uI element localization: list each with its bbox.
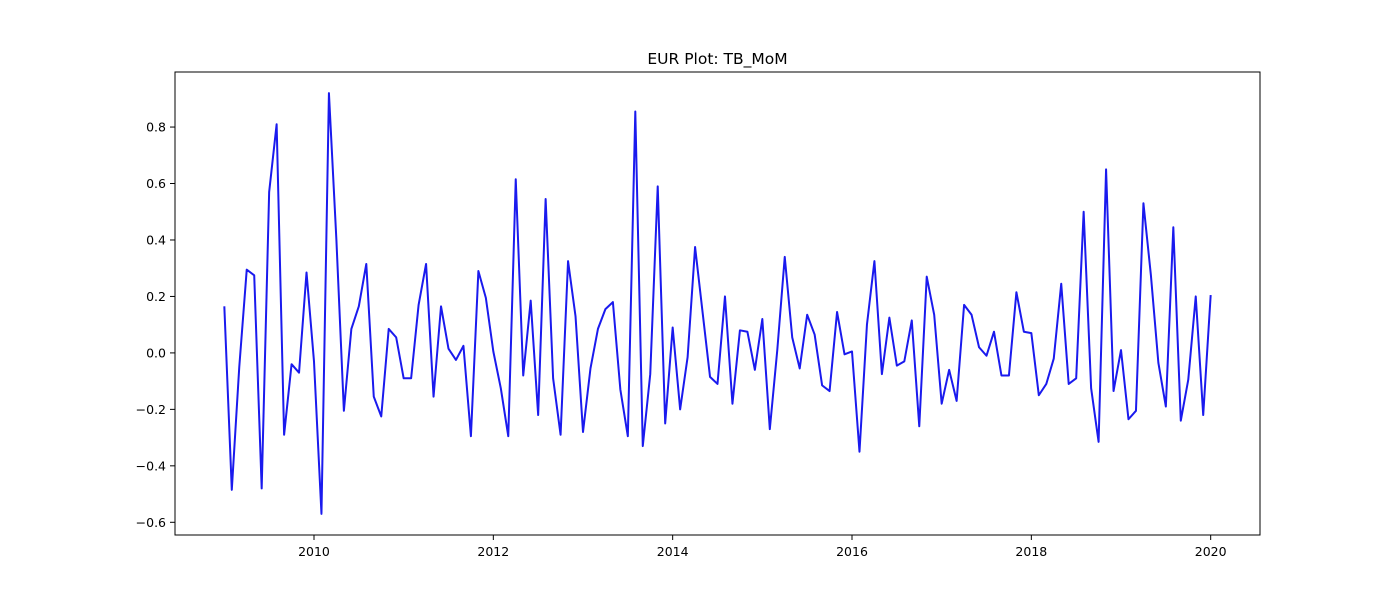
y-tick-label: 0.4 [146,232,166,247]
series-line [223,92,1212,515]
x-tick-label: 2018 [1015,544,1047,559]
x-tick-label: 2016 [836,544,868,559]
x-tick-label: 2014 [657,544,689,559]
y-tick-label: 0.8 [146,120,166,135]
series-layer [223,92,1212,515]
x-tick-label: 2010 [298,544,330,559]
y-tick-label: 0.0 [146,345,166,360]
y-tick-label: −0.2 [136,402,166,417]
plot-area-frame [174,71,1261,536]
y-tick-label: 0.2 [146,289,166,304]
x-axis: 2010 2012 2014 2016 2018 2020 [298,535,1227,559]
x-tick-label: 2012 [477,544,509,559]
y-axis: −0.6 −0.4 −0.2 0.0 0.2 0.4 0.6 0.8 [136,120,175,530]
chart-title: EUR Plot: TB_MoM [647,50,787,69]
y-tick-label: −0.4 [136,458,166,473]
y-tick-label: 0.6 [146,176,166,191]
x-tick-label: 2020 [1195,544,1227,559]
y-tick-label: −0.6 [136,515,166,530]
